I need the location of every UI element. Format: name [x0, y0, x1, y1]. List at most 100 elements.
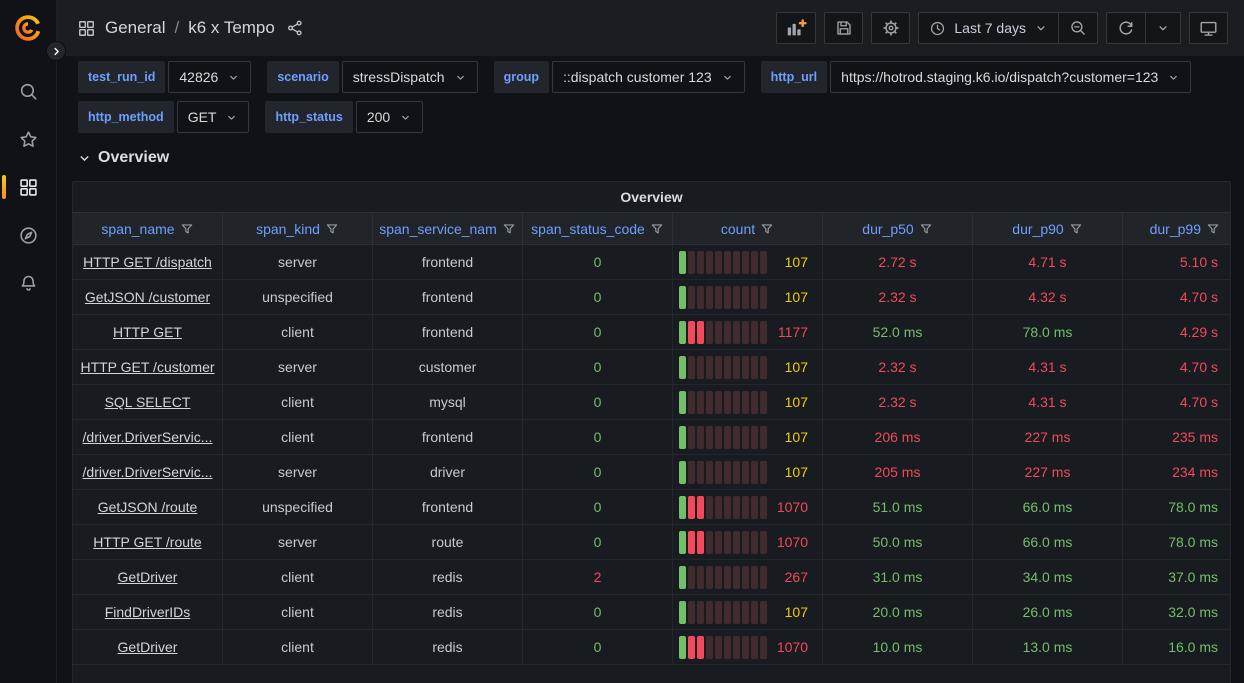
dashboard-settings-button[interactable]	[871, 12, 911, 44]
span-name-cell[interactable]: GetDriver	[73, 560, 223, 594]
count-bar-gauge	[679, 425, 767, 449]
column-header-span_service_nam[interactable]: span_service_nam	[373, 213, 523, 244]
dur-p99-cell: 16.0 ms	[1168, 639, 1218, 655]
sidebar-item-starred[interactable]	[0, 115, 56, 163]
zoom-out-time-button[interactable]	[1058, 13, 1097, 43]
filter-funnel-icon[interactable]	[1206, 222, 1220, 236]
table-row: GetDriver client redis 2 267 31.0 ms 34.0 ms 37…	[73, 560, 1230, 595]
span-name-link[interactable]: HTTP GET /customer	[80, 359, 215, 375]
column-header-dur_p99[interactable]: dur_p99	[1123, 213, 1230, 244]
count-bar-gauge	[679, 565, 767, 589]
save-dashboard-button[interactable]	[824, 12, 864, 44]
span-name-cell[interactable]: FindDriverIDs	[73, 595, 223, 629]
variable-value-dropdown[interactable]: ::dispatch customer 123	[551, 61, 745, 93]
dur-p90-cell: 227 ms	[973, 420, 1123, 454]
settings-gear-icon	[882, 19, 900, 37]
variable-value-dropdown[interactable]: GET	[176, 101, 250, 133]
span-name-link[interactable]: HTTP GET /dispatch	[83, 254, 212, 270]
span-name-cell[interactable]: GetJSON /route	[73, 490, 223, 524]
dashboard-row-toggle[interactable]: Overview	[78, 147, 1231, 169]
column-header-count[interactable]: count	[673, 213, 823, 244]
dur-p50-cell: 51.0 ms	[823, 490, 973, 524]
dur-p50-cell: 31.0 ms	[823, 560, 973, 594]
sidebar-item-explore[interactable]	[0, 211, 56, 259]
sidebar-item-dashboards[interactable]	[0, 163, 56, 211]
span-name-link[interactable]: HTTP GET /route	[93, 534, 202, 550]
count-bar-gauge	[679, 285, 767, 309]
span-name-link[interactable]: HTTP GET	[113, 324, 182, 340]
search-icon	[18, 81, 39, 102]
dur-p99-cell: 234 ms	[1172, 464, 1218, 480]
breadcrumb-folder[interactable]: General	[105, 18, 166, 37]
dur-p99-cell: 235 ms	[1172, 429, 1218, 445]
variable-value-dropdown[interactable]: stressDispatch	[341, 61, 478, 93]
span-name-link[interactable]: FindDriverIDs	[104, 604, 191, 620]
filter-funnel-icon[interactable]	[760, 222, 774, 236]
share-icon[interactable]	[286, 19, 304, 37]
span-name-link[interactable]: GetDriver	[117, 639, 178, 655]
caret-down-icon	[399, 111, 412, 124]
breadcrumb-dashboard-title[interactable]: k6 x Tempo	[188, 18, 275, 37]
kiosk-mode-button[interactable]	[1189, 12, 1228, 44]
variable-label: test_run_id	[78, 61, 166, 93]
variable-value-dropdown[interactable]: 42826	[168, 61, 252, 93]
span-name-link[interactable]: /driver.DriverServic...	[82, 429, 213, 445]
span-name-cell[interactable]: SQL SELECT	[73, 385, 223, 419]
sidebar-item-alerting[interactable]	[0, 259, 56, 307]
dur-p50-cell: 52.0 ms	[823, 315, 973, 349]
column-header-span_name[interactable]: span_name	[73, 213, 223, 244]
span-name-link[interactable]: GetDriver	[117, 569, 178, 585]
filter-funnel-icon[interactable]	[919, 222, 933, 236]
span-name-link[interactable]: GetJSON /route	[97, 499, 198, 515]
count-value: 107	[784, 604, 808, 620]
filter-funnel-icon[interactable]	[502, 222, 516, 236]
column-header-label: span_kind	[256, 220, 320, 237]
span-name-link[interactable]: SQL SELECT	[104, 394, 191, 410]
sidebar-expand-button[interactable]	[46, 41, 66, 61]
count-value: 107	[784, 429, 808, 445]
span-status-code-cell: 0	[523, 455, 673, 489]
refresh-button[interactable]	[1107, 13, 1145, 43]
dur-p99-cell: 4.70 s	[1179, 394, 1218, 410]
span-name-cell[interactable]: HTTP GET	[73, 315, 223, 349]
add-panel-button[interactable]	[776, 12, 817, 44]
count-value: 1177	[777, 324, 808, 340]
overview-panel: Overview span_name span_kind span_service_…	[72, 181, 1231, 683]
grafana-logo-icon[interactable]	[7, 7, 49, 49]
panel-header[interactable]: Overview	[73, 182, 1230, 212]
caret-down-icon	[225, 111, 238, 124]
span-name-cell[interactable]: GetDriver	[73, 630, 223, 664]
span-name-link[interactable]: /driver.DriverServic...	[82, 464, 213, 480]
chevron-down-icon	[78, 152, 91, 165]
variable-value: 42826	[179, 69, 219, 85]
dur-p90-cell: 4.31 s	[973, 385, 1123, 419]
span-name-cell[interactable]: GetJSON /customer	[73, 280, 223, 314]
column-header-dur_p50[interactable]: dur_p50	[823, 213, 973, 244]
count-cell: 1177	[673, 315, 823, 349]
variable-value-dropdown[interactable]: 200	[355, 101, 424, 133]
span-name-link[interactable]: GetJSON /customer	[84, 289, 211, 305]
clock-icon	[929, 20, 946, 37]
filter-funnel-icon[interactable]	[650, 222, 664, 236]
dur-p90-cell: 4.31 s	[973, 350, 1123, 384]
column-header-label: span_name	[101, 220, 175, 237]
filter-funnel-icon[interactable]	[325, 222, 339, 236]
column-header-span_kind[interactable]: span_kind	[223, 213, 373, 244]
sidebar-item-search[interactable]	[0, 67, 56, 115]
span-name-cell[interactable]: /driver.DriverServic...	[73, 455, 223, 489]
span-name-cell[interactable]: HTTP GET /dispatch	[73, 245, 223, 279]
column-header-span_status_code[interactable]: span_status_code	[523, 213, 673, 244]
span-name-cell[interactable]: HTTP GET /customer	[73, 350, 223, 384]
refresh-interval-dropdown[interactable]	[1145, 13, 1180, 43]
filter-funnel-icon[interactable]	[1069, 222, 1083, 236]
count-cell: 107	[673, 280, 823, 314]
time-range-picker[interactable]: Last 7 days	[919, 13, 1058, 43]
span-name-cell[interactable]: /driver.DriverServic...	[73, 420, 223, 454]
column-header-label: dur_p50	[862, 220, 914, 237]
variable-value-dropdown[interactable]: https://hotrod.staging.k6.io/dispatch?cu…	[830, 61, 1192, 93]
span-name-cell[interactable]: HTTP GET /route	[73, 525, 223, 559]
filter-funnel-icon[interactable]	[180, 222, 194, 236]
column-header-label: span_service_nam	[379, 220, 497, 237]
span-kind-cell: unspecified	[223, 280, 373, 314]
column-header-dur_p90[interactable]: dur_p90	[973, 213, 1123, 244]
